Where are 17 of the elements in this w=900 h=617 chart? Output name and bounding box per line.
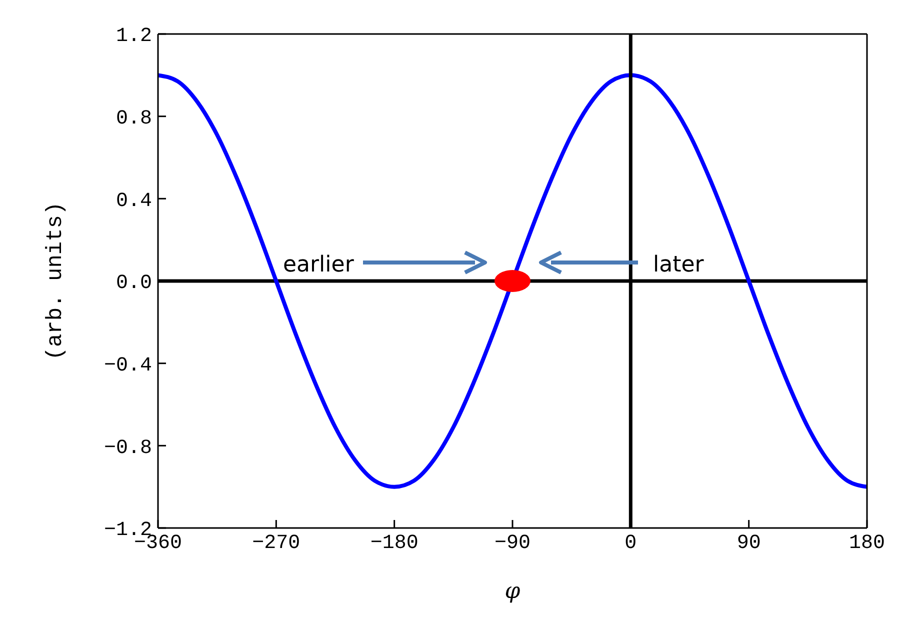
- line-series: [158, 73, 867, 489]
- x-tick-label: −180: [370, 532, 418, 556]
- annotation: later: [653, 252, 705, 278]
- x-tick-label: −90: [494, 532, 531, 556]
- y-axis-title: (arb. units): [42, 202, 68, 360]
- y-tick-label: −0.8: [104, 436, 152, 460]
- y-tick-label: 0.4: [116, 190, 152, 213]
- x-tick-label: 180: [848, 532, 886, 556]
- x-axis-title: φ: [504, 579, 521, 604]
- y-tick-label: 0.0: [116, 272, 152, 296]
- annotation: earlier: [283, 252, 355, 278]
- y-tick-label: 1.2: [116, 25, 152, 48]
- y-tick-label: −0.4: [104, 354, 152, 378]
- x-tick-label: 90: [736, 532, 761, 556]
- x-tick-label: 0: [624, 532, 637, 556]
- x-tick-label: −270: [252, 532, 300, 556]
- y-tick-label: 0.8: [116, 107, 152, 130]
